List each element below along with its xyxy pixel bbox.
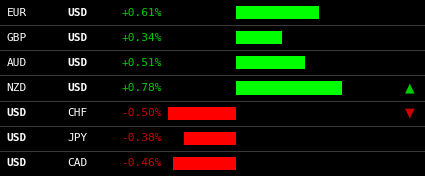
- Text: USD: USD: [6, 108, 27, 118]
- Text: CAD: CAD: [68, 158, 88, 168]
- Text: GBP: GBP: [6, 33, 27, 43]
- Text: USD: USD: [68, 83, 88, 93]
- Text: NZD: NZD: [6, 83, 27, 93]
- Bar: [236, 6, 319, 19]
- Bar: [236, 56, 305, 69]
- Text: ▼: ▼: [405, 107, 415, 120]
- Text: CHF: CHF: [68, 108, 88, 118]
- Text: JPY: JPY: [68, 133, 88, 143]
- Text: +0.78%: +0.78%: [121, 83, 162, 93]
- Text: USD: USD: [6, 158, 27, 168]
- Bar: [236, 31, 282, 44]
- Bar: [236, 81, 342, 95]
- Text: USD: USD: [68, 33, 88, 43]
- Text: USD: USD: [68, 8, 88, 18]
- Text: +0.51%: +0.51%: [121, 58, 162, 68]
- Text: +0.34%: +0.34%: [121, 33, 162, 43]
- Text: -0.50%: -0.50%: [121, 108, 162, 118]
- Text: USD: USD: [68, 58, 88, 68]
- Text: USD: USD: [6, 133, 27, 143]
- Text: -0.38%: -0.38%: [121, 133, 162, 143]
- Bar: [168, 107, 236, 120]
- Text: AUD: AUD: [6, 58, 27, 68]
- Text: EUR: EUR: [6, 8, 27, 18]
- Text: ▲: ▲: [405, 81, 415, 95]
- Text: -0.46%: -0.46%: [121, 158, 162, 168]
- Bar: [173, 157, 236, 170]
- Text: +0.61%: +0.61%: [121, 8, 162, 18]
- Bar: [184, 132, 236, 145]
